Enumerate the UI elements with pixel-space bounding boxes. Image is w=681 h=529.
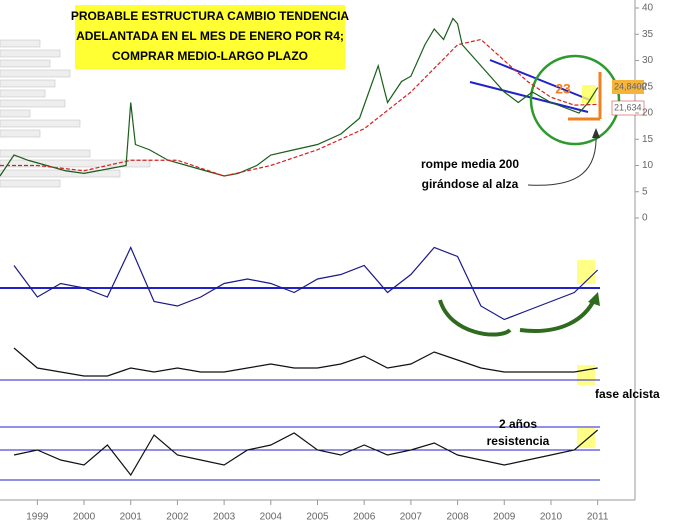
x-tick-label: 2006 <box>353 512 376 523</box>
chart-title: ADELANTADA EN EL MES DE ENERO POR R4; <box>76 29 344 43</box>
series-line <box>13 429 599 477</box>
x-tick-label: 2005 <box>306 512 329 523</box>
series-line <box>13 347 598 377</box>
chart-title: COMPRAR MEDIO-LARGO PLAZO <box>112 49 308 63</box>
y-tick-label: 15 <box>642 134 654 145</box>
highlight <box>577 365 595 385</box>
x-tick-label: 2009 <box>493 512 516 523</box>
curve-arrow <box>438 297 597 337</box>
channel-line <box>489 59 591 101</box>
x-tick-label: 2003 <box>213 512 236 523</box>
annotation: fase alcista <box>595 387 660 401</box>
x-tick-label: 2008 <box>446 512 469 523</box>
y-tick-label: 20 <box>642 108 654 119</box>
value-label: 21,634 <box>614 102 642 112</box>
highlight <box>582 85 596 103</box>
annotation: rompe media 200 <box>421 157 519 171</box>
highlight-circle <box>529 54 621 146</box>
y-tick-label: 40 <box>642 3 654 14</box>
price-tag <box>611 100 645 116</box>
x-tick-label: 1999 <box>26 512 49 523</box>
arrowhead <box>588 292 600 306</box>
y-tick-label: 5 <box>642 186 648 197</box>
y-tick-label: 35 <box>642 29 654 40</box>
title-box <box>75 5 345 69</box>
annotation: resistencia <box>487 434 550 448</box>
series-line <box>0 38 598 177</box>
x-tick-label: 2000 <box>73 512 96 523</box>
chart-title: PROBABLE ESTRUCTURA CAMBIO TENDENCIA <box>71 9 350 23</box>
channel-line <box>469 81 589 113</box>
annotation: girándose al alza <box>422 177 519 191</box>
highlight <box>577 428 595 448</box>
x-tick-label: 2001 <box>120 512 143 523</box>
highlight <box>577 260 595 284</box>
x-tick-label: 2010 <box>540 512 563 523</box>
y-tick-label: 10 <box>642 160 654 171</box>
value-label: 24,8400 <box>614 81 647 91</box>
volume-profile <box>0 39 151 188</box>
target-bracket <box>568 72 602 121</box>
annotation: 23 <box>555 81 571 97</box>
annotation: 2 años <box>499 417 537 431</box>
arrow <box>527 131 597 186</box>
x-tick-label: 2004 <box>260 512 283 523</box>
series-line <box>13 246 599 321</box>
y-tick-label: 30 <box>642 55 654 66</box>
x-tick-label: 2002 <box>166 512 189 523</box>
y-tick-label: 25 <box>642 81 654 92</box>
x-tick-label: 2011 <box>587 512 609 523</box>
series-line <box>0 17 599 177</box>
x-tick-label: 2007 <box>400 512 423 523</box>
arrowhead <box>592 128 600 138</box>
y-tick-label: 0 <box>642 213 648 224</box>
price-tag <box>612 80 644 94</box>
